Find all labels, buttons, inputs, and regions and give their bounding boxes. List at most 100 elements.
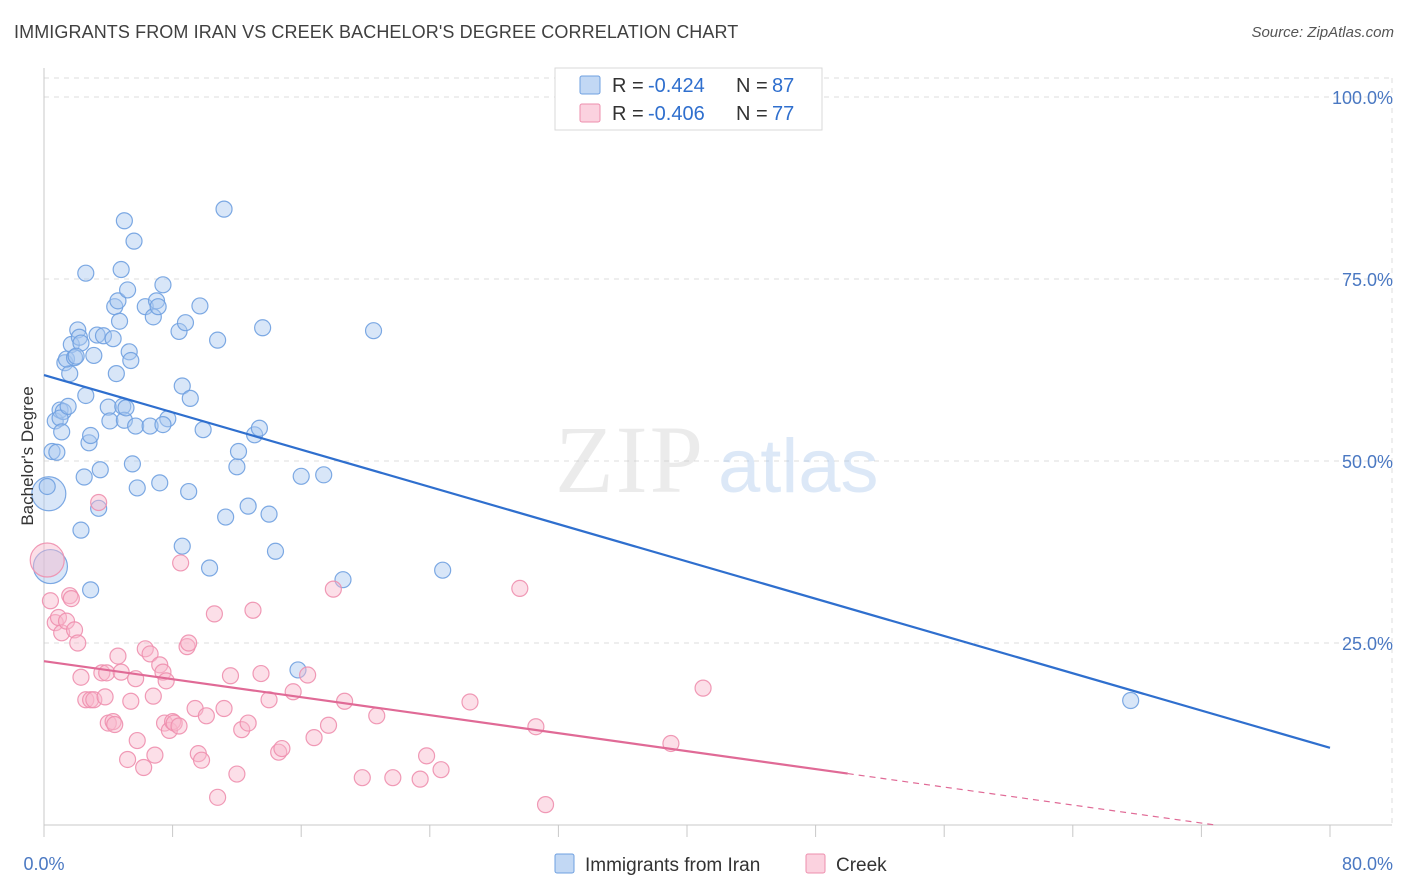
creek-point [209,788,227,806]
legend-r-label-iran: R = [612,75,644,97]
iran-point [217,508,235,526]
iran-point [125,232,143,250]
creek-point [384,769,402,787]
creek-point [299,666,317,684]
iran-point [209,331,227,349]
top-legend: R = -0.424 N = 87 R = -0.406 N = 77 [554,67,823,131]
creek-point [324,580,342,598]
creek-point [98,664,116,682]
creek-point [305,729,323,747]
creek-point [694,679,712,697]
legend-n-value-creek: 77 [772,103,794,125]
legend-swatch-iran [579,75,601,95]
creek-point [244,601,262,619]
bottom-legend-label-creek: Creek [836,855,887,876]
creek-point [252,664,270,683]
iran-point [228,458,246,476]
iran-point [104,330,122,348]
creek-point [96,688,114,706]
iran-point [122,351,140,370]
creek-point [536,796,555,814]
axes [43,68,1392,837]
iran-point [1122,691,1140,710]
iran-point [292,467,310,485]
iran-point [364,322,383,340]
iran-point [147,292,166,310]
y-tick-label: 75.0% [1342,270,1393,290]
iran-point [254,319,272,337]
iran-point [109,292,127,310]
watermark-zip: ZIP [555,406,705,513]
iran-point [107,365,125,383]
iran-point [128,479,146,497]
iran-point [48,443,66,461]
iran-point [229,442,248,461]
creek-point [106,715,124,734]
creek-point [417,747,436,765]
iran-point [32,548,69,585]
bottom-legend-swatch-creek [805,853,826,874]
creek-point [527,718,545,736]
iran-point [239,497,257,515]
iran-point [151,474,169,492]
creek-point [273,739,291,758]
iran-point [99,398,117,416]
bottom-legend-swatch-iran [554,853,575,874]
watermark-atlas: atlas [718,424,879,509]
legend-n-value-iran: 87 [772,75,794,97]
creek-point [104,713,122,731]
creek-point [109,647,127,665]
iran-point [180,482,198,501]
creek-point [197,707,215,725]
creek-point [118,750,137,769]
creek-point [205,605,223,623]
iran-point [144,308,162,326]
creek-point [233,721,251,739]
y-tick-label: 100.0% [1332,88,1393,108]
iran-point [200,559,219,577]
creek-point [122,692,140,710]
iran-point [176,314,195,332]
creek-point [432,761,450,779]
creek-point [319,716,338,734]
iran-point [110,312,129,330]
iran-point [289,661,307,679]
iran-point [112,260,130,279]
creek-point [29,542,65,578]
iran-point [191,297,209,315]
iran-point [94,327,113,345]
iran-point [154,416,172,434]
bottom-legend-label-iran: Immigrants from Iran [585,855,760,876]
creek-point [180,634,198,652]
creek-trend-line [43,660,848,775]
creek-point [72,668,90,686]
iran-point [250,419,269,437]
creek-point [65,621,84,639]
legend-n-label-iran: N = [736,75,768,97]
legend-n-label-creek: N = [736,103,768,125]
iran-point [117,399,135,417]
creek-point [511,579,529,598]
series-creek-points [29,493,712,814]
iran-point [115,212,133,230]
iran-point [194,421,212,439]
iran-point [149,298,167,316]
iran-point [75,468,93,486]
iran-point [141,417,159,435]
iran-point [266,542,285,560]
creek-point [136,640,154,658]
iran-point [88,326,106,344]
iran-point [82,426,100,445]
creek-point [336,692,354,710]
creek-trend-extension [847,772,1216,826]
iran-point [38,477,56,496]
iran-point [72,521,90,539]
iran-point [77,264,95,282]
creek-point [62,589,80,608]
iran-point [215,200,233,218]
creek-point [239,714,257,732]
iran-point [181,389,199,407]
iran-point [67,347,85,365]
iran-point [434,561,452,579]
